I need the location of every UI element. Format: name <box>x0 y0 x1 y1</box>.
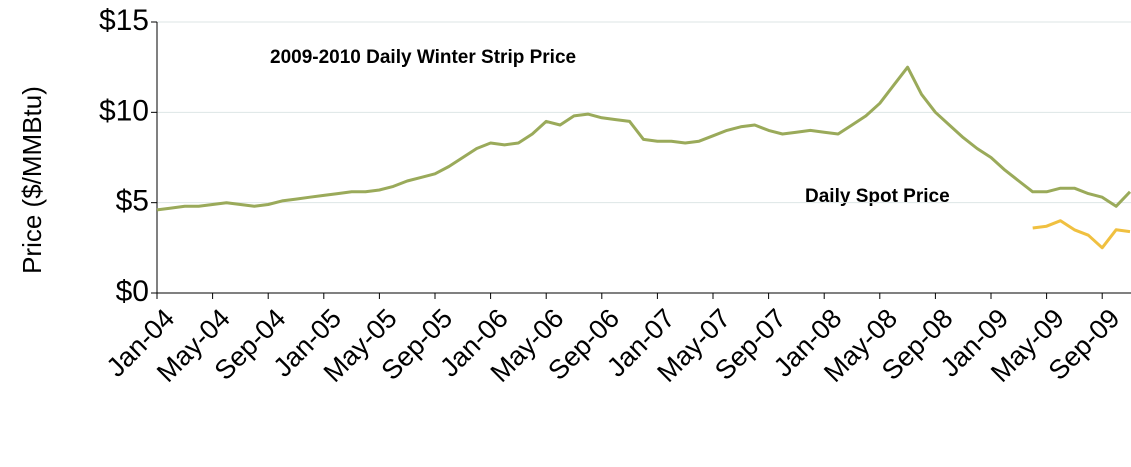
y-tick-label: $5 <box>116 185 149 218</box>
y-tick-label: $15 <box>99 4 149 37</box>
y-tick-label: $0 <box>116 275 149 308</box>
y-tick-label: $10 <box>99 94 149 127</box>
series-annotation: 2009-2010 Daily Winter Strip Price <box>270 47 576 68</box>
series-line <box>156 65 1131 212</box>
y-axis-title: Price ($/MMBtu) <box>17 86 47 274</box>
series-line <box>1032 219 1131 250</box>
series-annotation: Daily Spot Price <box>805 186 950 207</box>
